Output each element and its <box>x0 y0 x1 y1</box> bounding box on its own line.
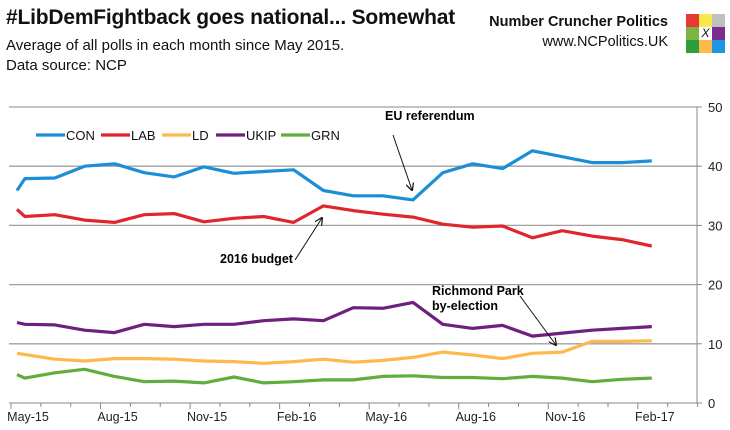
x-tick-label: Feb-17 <box>635 410 675 424</box>
y-tick-label: 10 <box>708 337 722 352</box>
series-line-lab <box>15 204 653 248</box>
legend-label-ld: LD <box>192 128 209 143</box>
series-line-ld <box>16 339 652 365</box>
x-tick-label: Nov-16 <box>545 410 585 424</box>
ncp-logo: X <box>686 14 725 53</box>
logo-cell <box>699 40 712 53</box>
logo-cell <box>686 27 699 40</box>
logo-cell <box>699 14 712 27</box>
brand-url: www.NCPolitics.UK <box>542 34 668 50</box>
annotation-by-election: by-election <box>432 299 498 313</box>
y-tick-label: 30 <box>708 218 722 233</box>
annotation-2016-budget: 2016 budget <box>220 252 294 266</box>
annotation-arrow <box>392 134 412 190</box>
chart-title: #LibDemFightback goes national... Somewh… <box>6 6 456 29</box>
y-tick-label: 50 <box>708 100 722 115</box>
x-tick-label: Feb-16 <box>277 410 317 424</box>
x-tick-label: May-16 <box>365 410 407 424</box>
legend-label-ukip: UKIP <box>246 128 276 143</box>
annotation-arrow <box>294 218 322 261</box>
logo-cell <box>686 14 699 27</box>
annotation-arrow <box>519 295 556 345</box>
annotation-eu-referendum: EU referendum <box>385 109 475 123</box>
x-tick-label: Aug-16 <box>456 410 496 424</box>
x-tick-label: May-15 <box>7 410 49 424</box>
brand-name: Number Cruncher Politics <box>489 14 668 30</box>
logo-cell <box>712 40 725 53</box>
y-tick-label: 20 <box>708 278 722 293</box>
series-line-con <box>15 149 652 202</box>
series-line-grn <box>16 367 652 385</box>
data-source: Data source: NCP <box>6 57 127 74</box>
logo-cell <box>712 14 725 27</box>
chart-subtitle: Average of all polls in each month since… <box>6 37 345 54</box>
legend-label-con: CON <box>66 128 95 143</box>
y-tick-label: 40 <box>708 159 722 174</box>
logo-cell: X <box>699 27 712 40</box>
annotation-richmond-park: Richmond Park <box>432 284 524 298</box>
legend-label-grn: GRN <box>311 128 340 143</box>
y-tick-label: 0 <box>708 396 715 411</box>
series-line-ukip <box>16 300 652 338</box>
logo-cell <box>712 27 725 40</box>
logo-cell <box>686 40 699 53</box>
x-tick-label: Nov-15 <box>187 410 227 424</box>
x-tick-label: Aug-15 <box>97 410 137 424</box>
legend-label-lab: LAB <box>131 128 156 143</box>
